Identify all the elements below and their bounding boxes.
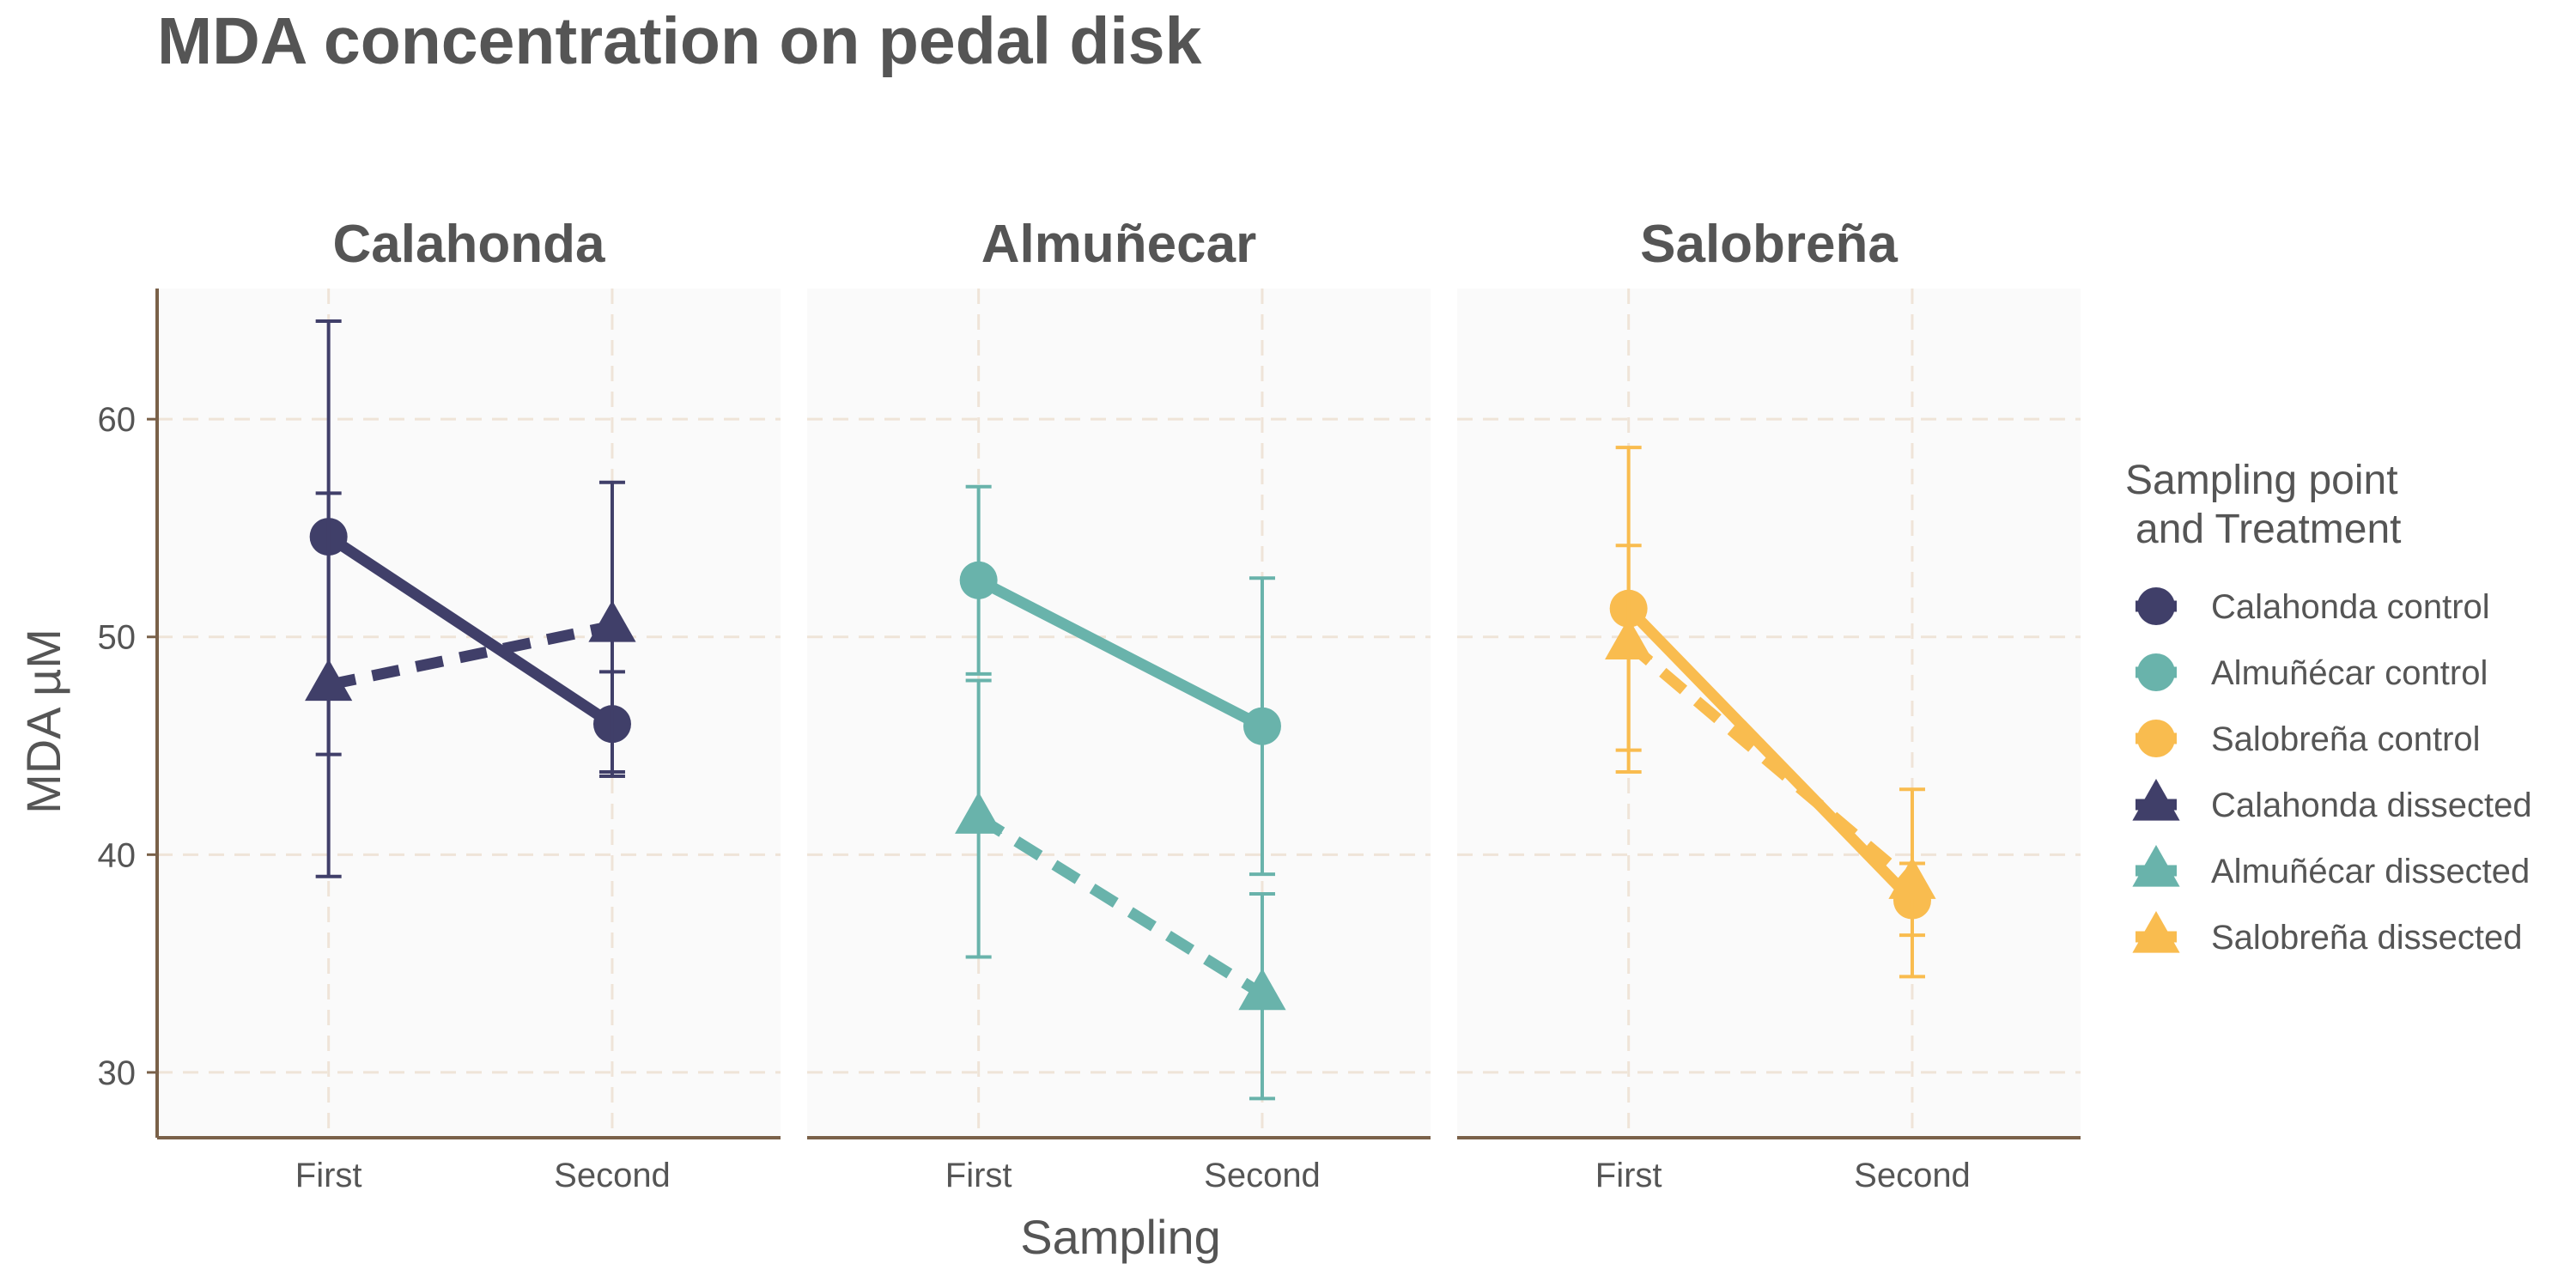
legend-item-calahonda-dissected: Calahonda dissected xyxy=(2132,779,2532,824)
data-point xyxy=(588,600,636,642)
legend-item-almunecar-control: Almuñécar control xyxy=(2136,653,2488,692)
series-almunecar-dissected xyxy=(955,678,1286,1101)
legend-key-point xyxy=(2132,845,2180,887)
legend-item-calahonda-control: Calahonda control xyxy=(2136,587,2490,626)
panel-background xyxy=(157,289,781,1138)
facet-title: Salobreña xyxy=(1640,215,1898,274)
legend-label: Salobreña dissected xyxy=(2211,919,2522,957)
x-axis-title: Sampling xyxy=(1020,1210,1220,1264)
legend-item-salobrena-control: Salobreña control xyxy=(2136,720,2481,758)
series-line xyxy=(1624,605,1917,905)
data-point xyxy=(1242,707,1281,745)
x-tick-label: First xyxy=(295,1157,362,1194)
y-tick-label: 40 xyxy=(98,836,137,874)
series-line xyxy=(325,532,616,729)
x-tick-label: Second xyxy=(554,1157,671,1194)
legend-key-point xyxy=(2137,587,2175,625)
y-tick-label: 60 xyxy=(98,401,137,439)
series-line xyxy=(975,812,1266,999)
series-calahonda-dissected xyxy=(305,480,636,878)
data-point xyxy=(1605,617,1653,659)
legend-key-point xyxy=(2132,911,2180,953)
series-line xyxy=(1625,639,1917,888)
panel-background xyxy=(1457,289,2081,1138)
legend-key-point xyxy=(2132,779,2180,821)
facet-almunecar: Almuñecar First Second xyxy=(807,215,1431,1194)
facet-title: Almuñecar xyxy=(981,215,1256,274)
data-point xyxy=(959,561,998,599)
y-tick-label: 30 xyxy=(98,1054,137,1092)
data-point xyxy=(1888,857,1936,899)
chart-title: MDA concentration on pedal disk xyxy=(157,4,1202,78)
legend-key-point xyxy=(2137,653,2175,691)
panel-background xyxy=(807,289,1431,1138)
x-tick-label: Second xyxy=(1854,1157,1971,1194)
legend-key-point xyxy=(2137,720,2175,757)
axes: 30 40 50 60 xyxy=(98,289,159,1138)
legend-label: Calahonda control xyxy=(2211,588,2490,626)
y-tick-label: 50 xyxy=(98,619,137,657)
series-salobrena-dissected xyxy=(1605,544,1936,979)
y-axis-title: MDA µM xyxy=(16,629,70,814)
x-tick-label: First xyxy=(945,1157,1012,1194)
legend-label: Almuñécar control xyxy=(2211,654,2488,692)
facet-title: Calahonda xyxy=(333,215,605,274)
facet-salobrena: Salobreña First Second xyxy=(1457,215,2081,1194)
legend-title-line: Sampling point xyxy=(2125,458,2398,503)
series-almunecar-control xyxy=(959,484,1281,877)
facet-panels: Calahonda First Second Almuñecar First Second… xyxy=(157,215,2081,1194)
legend-label: Calahonda dissected xyxy=(2211,787,2532,824)
series-line xyxy=(327,620,614,690)
series-line xyxy=(975,575,1265,732)
x-tick-label: First xyxy=(1595,1157,1662,1194)
legend-item-salobrena-dissected: Salobreña dissected xyxy=(2132,911,2522,957)
legend-label: Salobreña control xyxy=(2211,720,2481,758)
legend-item-almunecar-dissected: Almuñécar dissected xyxy=(2132,845,2530,890)
facet-calahonda: Calahonda First Second xyxy=(157,215,781,1194)
data-point xyxy=(305,659,353,702)
legend-label: Almuñécar dissected xyxy=(2211,853,2530,890)
data-point xyxy=(955,792,1003,834)
legend-title-line: and Treatment xyxy=(2136,507,2402,552)
x-tick-label: Second xyxy=(1204,1157,1321,1194)
data-point xyxy=(1238,968,1286,1011)
